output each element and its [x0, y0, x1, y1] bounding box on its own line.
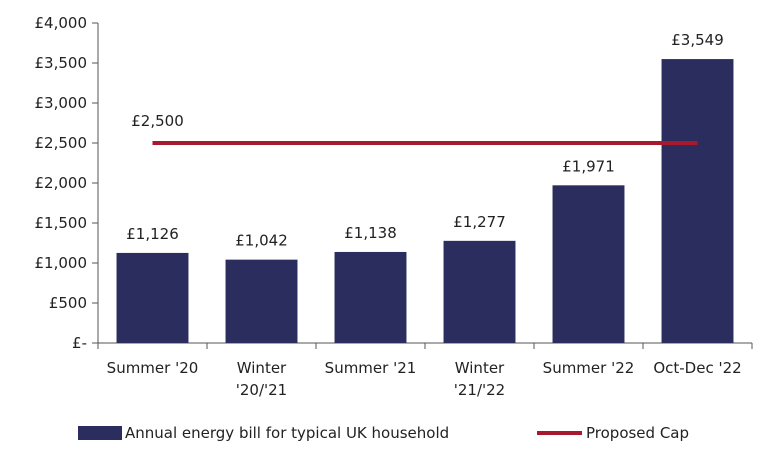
bar-data-label: £1,277: [453, 213, 506, 231]
bar: [661, 59, 734, 344]
cap-line-label: £2,500: [131, 112, 184, 130]
legend: Annual energy bill for typical UK househ…: [78, 424, 689, 442]
y-tick-label: £2,500: [35, 134, 88, 152]
x-tick-label: Summer '20: [107, 359, 199, 377]
legend-bar-swatch: [78, 426, 122, 440]
bars: £1,126 £1,042 £1,138 £1,277 £1,971 £3,549: [116, 31, 734, 344]
y-tick-label: £1,000: [35, 254, 88, 272]
legend-line-label: Proposed Cap: [586, 424, 689, 442]
bar: [552, 185, 625, 343]
cap-line-group: £2,500: [131, 112, 698, 145]
x-tick-label: Summer '21: [325, 359, 417, 377]
x-tick-label: Winter '21/'22: [454, 359, 505, 399]
bar-data-label: £1,971: [562, 157, 615, 175]
bar: [225, 259, 298, 343]
y-tick-label: £2,000: [35, 174, 88, 192]
y-tick-label: £4,000: [35, 14, 88, 32]
legend-bar-label: Annual energy bill for typical UK househ…: [125, 424, 449, 442]
bar: [334, 251, 407, 343]
y-tick-label: £500: [49, 294, 87, 312]
bar: [116, 252, 189, 343]
bar-data-label: £3,549: [671, 31, 724, 49]
bar-data-label: £1,138: [344, 224, 397, 242]
y-tick-label: £3,500: [35, 54, 88, 72]
axes: £- £500 £1,000 £1,500 £2,000 £2,500 £3,000 £3,5…: [35, 14, 753, 399]
bar-data-label: £1,042: [235, 232, 288, 250]
bar: [443, 240, 516, 343]
x-tick-label: Oct-Dec '22: [653, 359, 741, 377]
y-tick-label: £-: [72, 334, 87, 352]
y-tick-label: £1,500: [35, 214, 88, 232]
y-tick-label: £3,000: [35, 94, 88, 112]
x-tick-label: Winter '20/'21: [236, 359, 287, 399]
x-tick-label: Summer '22: [543, 359, 635, 377]
bar-data-label: £1,126: [126, 225, 179, 243]
